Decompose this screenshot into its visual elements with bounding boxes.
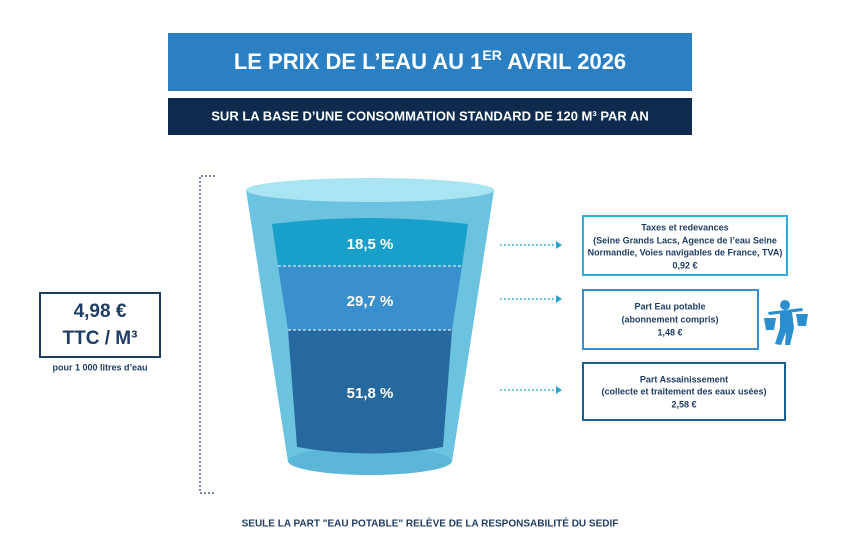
price-amount: 4,98 € <box>74 301 127 322</box>
bracket <box>199 175 215 494</box>
icon-head <box>780 300 790 310</box>
box-line: (collecte et traitement des eaux usées) <box>601 386 766 396</box>
box-line: Normandie, Voies navigables de France, T… <box>588 247 783 257</box>
segment-label: 51,8 % <box>347 385 394 402</box>
box-title: Part Eau potable <box>634 301 705 311</box>
glass-rim <box>246 178 494 202</box>
title-part: AVRIL 2026 <box>502 49 626 74</box>
subtitle-box <box>168 98 692 135</box>
price-unit: TTC / M³ <box>63 328 138 349</box>
box-title: Part Assainissement <box>640 374 728 384</box>
info-box <box>582 362 786 421</box>
icon-yoke <box>768 308 803 315</box>
segment-assainissement <box>288 330 452 454</box>
info-box <box>582 289 759 350</box>
arrows <box>500 244 556 391</box>
segment-taxes <box>272 218 468 266</box>
title: LE PRIX DE L’EAU AU 1ER AVRIL 2026 <box>234 47 626 74</box>
box-line: (abonnement compris) <box>621 314 718 324</box>
water-carrier-icon <box>764 300 808 345</box>
box-title: Taxes et redevances <box>641 222 728 232</box>
box-amount: 1,48 € <box>657 327 682 337</box>
info-box <box>582 215 788 276</box>
title-box <box>168 33 692 91</box>
footer: SEULE LA PART "EAU POTABLE" RELÈVE DE LA… <box>242 517 619 530</box>
title-part: LE PRIX DE L’EAU AU 1 <box>234 49 483 74</box>
icon-body <box>775 312 794 345</box>
glass-base <box>288 447 452 475</box>
segment-eau-potable <box>278 266 462 330</box>
subtitle: SUR LA BASE D’UNE CONSOMMATION STANDARD … <box>211 108 648 123</box>
segment-label: 29,7 % <box>347 293 394 310</box>
price-box <box>39 292 161 358</box>
box-amount: 2,58 € <box>671 399 696 409</box>
title-sup: ER <box>482 47 501 63</box>
price-note: pour 1 000 litres d’eau <box>52 362 147 372</box>
box-line: (Seine Grands Lacs, Agence de l’eau Sein… <box>593 235 777 245</box>
icon-buckets <box>764 314 808 330</box>
segment-label: 18,5 % <box>347 236 394 253</box>
box-amount: 0,92 € <box>672 260 697 270</box>
